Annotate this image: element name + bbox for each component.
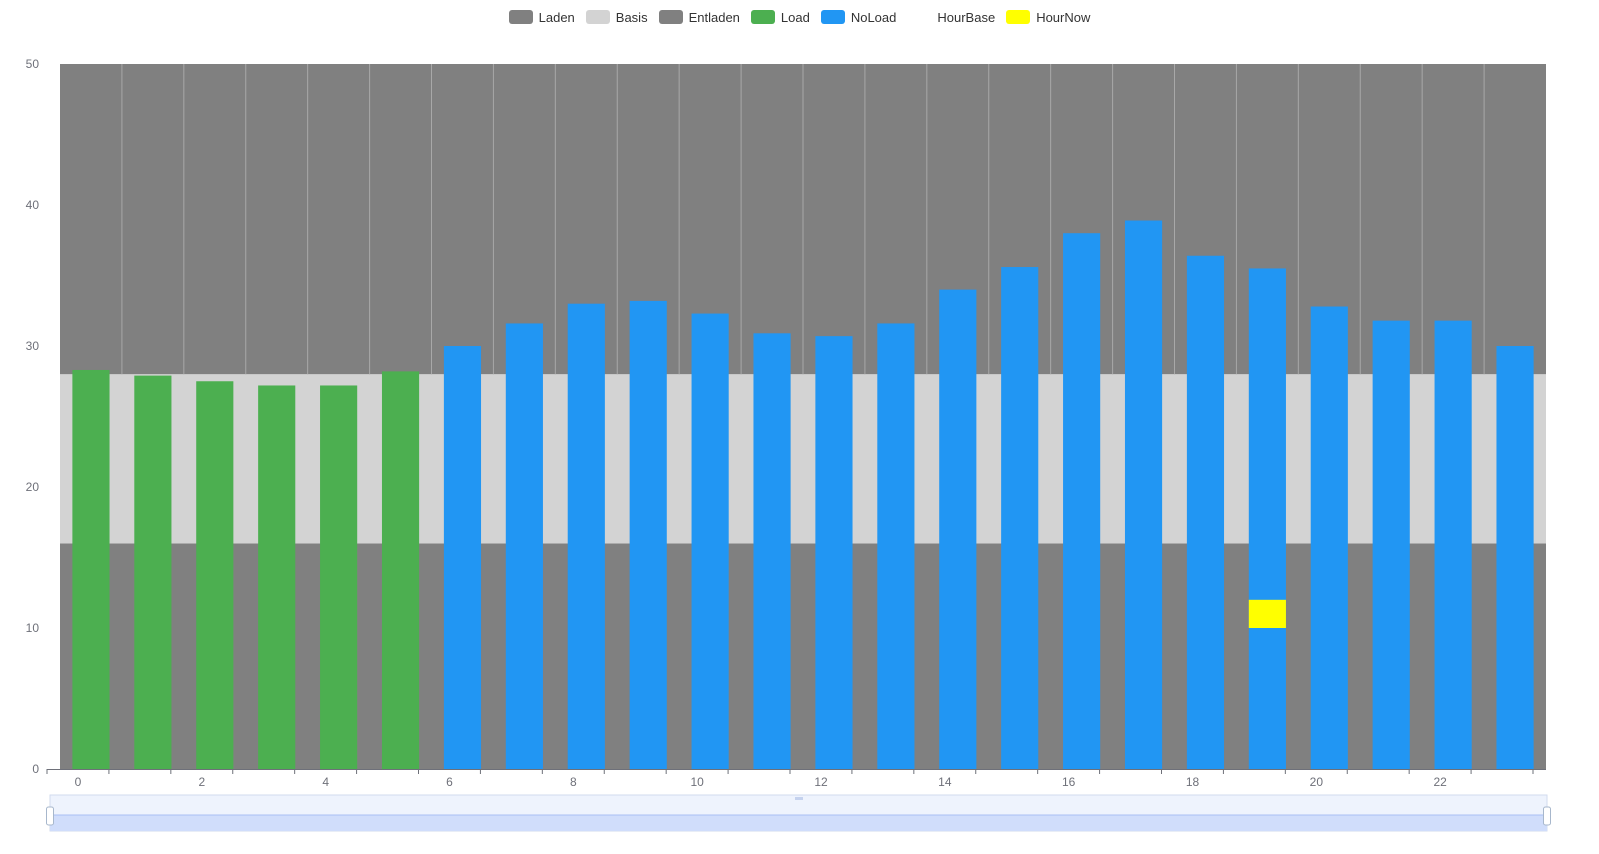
x-tick-label: 20 xyxy=(1310,775,1324,789)
hour-now-bar[interactable] xyxy=(1248,599,1286,628)
x-tick-label: 8 xyxy=(570,775,577,789)
x-tick-label: 10 xyxy=(690,775,704,789)
x-tick-label: 4 xyxy=(322,775,329,789)
datazoom-selected-range[interactable] xyxy=(50,815,1547,831)
bar-noload[interactable] xyxy=(1310,306,1348,769)
bar-noload[interactable] xyxy=(691,313,729,769)
bar-noload[interactable] xyxy=(1372,320,1410,769)
bar-noload[interactable] xyxy=(1186,255,1225,769)
x-tick-label: 2 xyxy=(198,775,205,789)
x-tick-label: 6 xyxy=(446,775,453,789)
bar-noload[interactable] xyxy=(1124,220,1163,769)
bar-load[interactable] xyxy=(134,375,172,769)
bar-load[interactable] xyxy=(258,385,296,769)
y-tick-label: 0 xyxy=(32,762,39,776)
x-axis: 0 2 4 6 8 10 12 14 16 18 20 22 xyxy=(46,769,1546,789)
bar-noload[interactable] xyxy=(443,346,482,769)
legend-swatch xyxy=(658,10,683,24)
datazoom-slider xyxy=(46,794,1551,832)
legend-label: Load xyxy=(780,9,810,25)
legend-item-entladen[interactable]: Entladen xyxy=(658,9,740,25)
legend-item-noload[interactable]: NoLoad xyxy=(820,9,897,25)
bar-noload[interactable] xyxy=(1434,320,1472,769)
legend-label: HourNow xyxy=(1036,9,1091,25)
bar-load[interactable] xyxy=(320,385,358,769)
chart-legend: Laden Basis Entladen Load NoLoad HourBase Hour… xyxy=(0,9,1599,25)
legend-item-load[interactable]: Load xyxy=(750,9,810,25)
y-tick-label: 10 xyxy=(26,621,40,635)
vertical-gridlines xyxy=(121,64,1485,375)
bar-load[interactable] xyxy=(72,369,110,769)
bar-load[interactable] xyxy=(196,381,234,769)
hour-now-marker xyxy=(1248,599,1286,628)
datazoom-grip-icon[interactable] xyxy=(795,797,803,800)
legend-item-hournow[interactable]: HourNow xyxy=(1006,9,1090,25)
bar-noload[interactable] xyxy=(1063,233,1101,769)
x-tick-label: 12 xyxy=(814,775,828,789)
legend-item-laden[interactable]: Laden xyxy=(508,9,575,25)
band-entladen xyxy=(60,543,1546,769)
x-tick-label: 16 xyxy=(1062,775,1076,789)
legend-swatch xyxy=(750,10,775,24)
band-basis xyxy=(60,374,1546,544)
y-tick-label: 50 xyxy=(26,57,40,71)
legend-label: NoLoad xyxy=(850,9,897,25)
legend-swatch xyxy=(820,10,845,24)
bar-noload[interactable] xyxy=(567,303,605,769)
legend-label: Laden xyxy=(538,9,575,25)
bars xyxy=(72,220,1534,769)
bar-noload[interactable] xyxy=(1248,268,1286,769)
legend-label: Basis xyxy=(615,9,648,25)
datazoom-right-handle[interactable] xyxy=(1543,806,1551,826)
bar-noload[interactable] xyxy=(877,323,915,769)
legend-swatch xyxy=(1006,10,1031,24)
bar-noload[interactable] xyxy=(1001,267,1039,769)
x-tick-label: 18 xyxy=(1186,775,1200,789)
legend-label: Entladen xyxy=(688,9,740,25)
bar-load[interactable] xyxy=(381,371,420,769)
y-tick-label: 20 xyxy=(26,480,40,494)
x-tick-label: 22 xyxy=(1433,775,1447,789)
legend-label: HourBase xyxy=(937,9,996,25)
legend-swatch xyxy=(585,10,610,24)
bar-noload[interactable] xyxy=(815,336,853,769)
y-axis: 0 10 20 30 40 50 xyxy=(26,57,40,776)
legend-swatch xyxy=(907,10,932,24)
y-tick-label: 30 xyxy=(26,339,40,353)
legend-swatch xyxy=(508,10,533,24)
bar-noload[interactable] xyxy=(629,300,667,769)
bar-noload[interactable] xyxy=(939,289,977,769)
y-tick-label: 40 xyxy=(26,198,40,212)
x-tick-label: 14 xyxy=(938,775,952,789)
bar-noload[interactable] xyxy=(505,323,543,769)
datazoom-left-handle[interactable] xyxy=(46,806,54,826)
bar-noload[interactable] xyxy=(753,333,791,769)
legend-item-hourbase[interactable]: HourBase xyxy=(907,9,995,25)
x-tick-label: 0 xyxy=(75,775,82,789)
legend-item-basis[interactable]: Basis xyxy=(585,9,648,25)
bar-noload[interactable] xyxy=(1496,346,1534,769)
